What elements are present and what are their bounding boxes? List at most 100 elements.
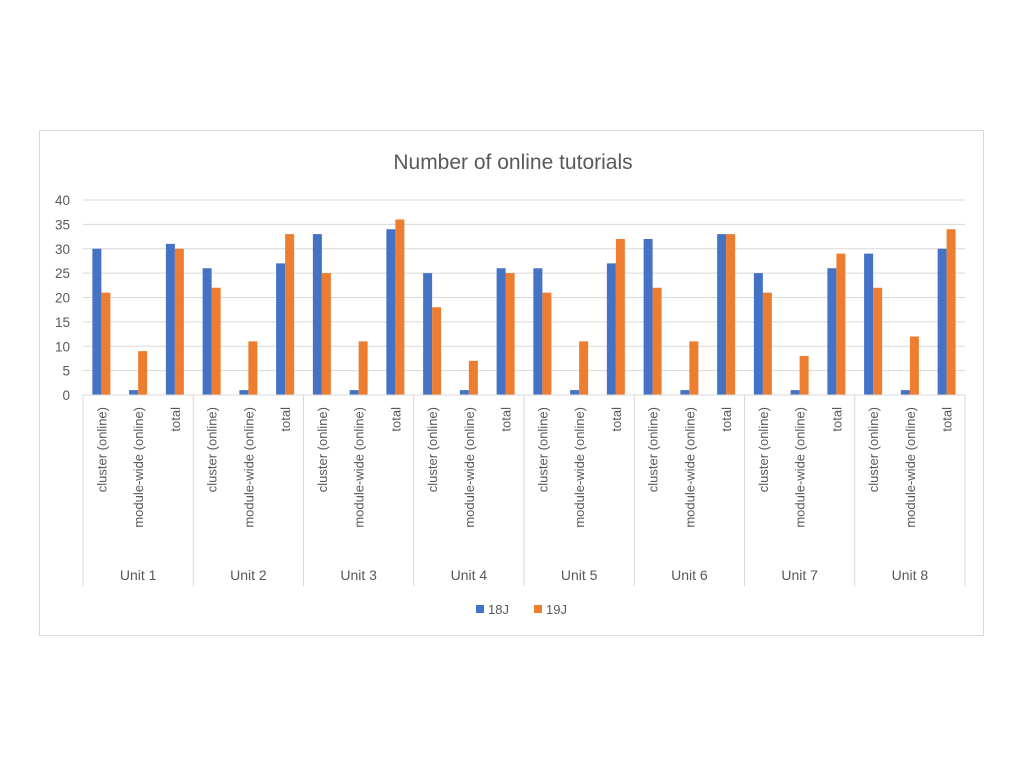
legend: 18J 19J xyxy=(476,602,567,617)
x-group-label: Unit 2 xyxy=(230,567,267,583)
y-tick-label: 40 xyxy=(55,193,70,208)
x-group-label: Unit 1 xyxy=(120,567,157,583)
bar-19j-unit7-total xyxy=(836,253,846,395)
bar-19j-unit4-cluster xyxy=(432,307,442,395)
x-subcategory-label: cluster (online) xyxy=(315,407,330,492)
x-subcategory-label: module-wide (online) xyxy=(572,407,587,528)
x-subcategory-label: cluster (online) xyxy=(866,407,881,492)
x-subcategory-label: module-wide (online) xyxy=(462,407,477,528)
bar-18j-unit6-total xyxy=(717,234,727,395)
bar-19j-unit4-module-wide xyxy=(468,360,478,395)
y-tick-label: 0 xyxy=(62,388,70,403)
bars xyxy=(92,219,956,395)
bar-19j-unit3-total xyxy=(395,219,405,395)
bar-18j-unit7-module-wide xyxy=(790,390,800,395)
bar-19j-unit4-total xyxy=(505,273,515,395)
x-subcategory-label: total xyxy=(609,407,624,432)
y-tick-label: 25 xyxy=(55,266,70,281)
bar-18j-unit5-cluster xyxy=(533,268,543,395)
x-group-label: Unit 4 xyxy=(451,567,488,583)
x-subcategory-label: total xyxy=(278,407,293,432)
x-subcategory-label: module-wide (online) xyxy=(793,407,808,528)
bar-19j-unit7-cluster xyxy=(762,292,772,395)
bar-19j-unit5-cluster xyxy=(542,292,552,395)
bar-19j-unit2-cluster xyxy=(211,287,221,395)
bar-18j-unit6-module-wide xyxy=(680,390,690,395)
x-subcategory-label: module-wide (online) xyxy=(131,407,146,528)
y-tick-label: 5 xyxy=(62,364,70,379)
bar-19j-unit1-cluster xyxy=(101,292,111,395)
x-subcategory-label: cluster (online) xyxy=(425,407,440,492)
x-subcategory-label: cluster (online) xyxy=(756,407,771,492)
bar-19j-unit3-module-wide xyxy=(358,341,368,395)
bar-18j-unit7-cluster xyxy=(753,273,763,395)
bar-18j-unit2-module-wide xyxy=(239,390,249,395)
y-tick-label: 10 xyxy=(55,339,70,354)
x-group-label: Unit 7 xyxy=(781,567,818,583)
x-subcategory-label: total xyxy=(168,407,183,432)
x-group-label: Unit 6 xyxy=(671,567,708,583)
bar-19j-unit5-module-wide xyxy=(579,341,589,395)
bar-18j-unit3-total xyxy=(386,229,396,395)
bar-18j-unit8-total xyxy=(937,248,947,395)
bar-18j-unit3-module-wide xyxy=(349,390,359,395)
bar-19j-unit3-cluster xyxy=(321,273,331,395)
bar-18j-unit1-total xyxy=(165,243,175,395)
x-subcategory-label: module-wide (online) xyxy=(352,407,367,528)
chart-area: Number of online tutorials 0 5 10 15 20 25 30 3… xyxy=(39,130,984,636)
x-subcategory-label: cluster (online) xyxy=(205,407,220,492)
bar-18j-unit6-cluster xyxy=(643,239,653,395)
x-subcategory-label: total xyxy=(388,407,403,432)
y-tick-label: 30 xyxy=(55,242,70,257)
x-subcategory-label: total xyxy=(829,407,844,432)
chart-title: Number of online tutorials xyxy=(393,151,632,174)
legend-swatch-18j xyxy=(476,605,484,613)
gridlines xyxy=(83,199,965,372)
x-subcategory-label: cluster (online) xyxy=(94,407,109,492)
bar-19j-unit7-module-wide xyxy=(799,356,809,395)
bar-18j-unit5-module-wide xyxy=(570,390,580,395)
y-tick-label: 15 xyxy=(55,315,70,330)
x-subcategory-label: total xyxy=(940,407,955,432)
bar-18j-unit1-module-wide xyxy=(129,390,139,395)
bar-19j-unit6-module-wide xyxy=(689,341,699,395)
y-tick-label: 20 xyxy=(55,291,70,306)
x-subcategory-label: cluster (online) xyxy=(535,407,550,492)
x-group-label: Unit 3 xyxy=(340,567,377,583)
x-group-label: Unit 5 xyxy=(561,567,598,583)
bar-18j-unit7-total xyxy=(827,268,837,395)
bar-19j-unit5-total xyxy=(615,239,625,395)
bar-18j-unit8-module-wide xyxy=(900,390,910,395)
legend-label-19j: 19J xyxy=(546,602,567,617)
bar-19j-unit8-cluster xyxy=(873,287,883,395)
bar-18j-unit5-total xyxy=(606,263,616,395)
bar-19j-unit6-total xyxy=(726,234,736,395)
x-subcategory-label: module-wide (online) xyxy=(682,407,697,528)
x-subcategory-label: total xyxy=(499,407,514,432)
x-subcategory-label: module-wide (online) xyxy=(241,407,256,528)
bar-18j-unit2-cluster xyxy=(202,268,212,395)
legend-swatch-19j xyxy=(534,605,542,613)
bar-18j-unit4-module-wide xyxy=(459,390,469,395)
bar-19j-unit2-module-wide xyxy=(248,341,258,395)
x-group-label: Unit 8 xyxy=(892,567,929,583)
bar-18j-unit8-cluster xyxy=(864,253,874,395)
x-subcategory-label: module-wide (online) xyxy=(903,407,918,528)
bar-19j-unit2-total xyxy=(285,234,295,395)
bar-chart: Number of online tutorials 0 5 10 15 20 25 30 3… xyxy=(55,151,966,617)
bar-18j-unit4-total xyxy=(496,268,506,395)
bar-19j-unit6-cluster xyxy=(652,287,662,395)
bar-19j-unit8-total xyxy=(946,229,956,395)
y-axis-ticks: 0 5 10 15 20 25 30 35 40 xyxy=(55,193,70,403)
x-subcategory-label: total xyxy=(719,407,734,432)
x-subcategory-label: cluster (online) xyxy=(646,407,661,492)
bar-18j-unit2-total xyxy=(276,263,286,395)
bar-19j-unit1-module-wide xyxy=(138,351,148,395)
bar-19j-unit8-module-wide xyxy=(909,336,919,395)
legend-label-18j: 18J xyxy=(488,602,509,617)
bar-19j-unit1-total xyxy=(174,248,184,395)
x-axis: cluster (online) module-wide (online) tota… xyxy=(82,394,966,586)
y-tick-label: 35 xyxy=(55,217,70,232)
bar-18j-unit1-cluster xyxy=(92,248,102,395)
bar-18j-unit3-cluster xyxy=(312,234,322,395)
